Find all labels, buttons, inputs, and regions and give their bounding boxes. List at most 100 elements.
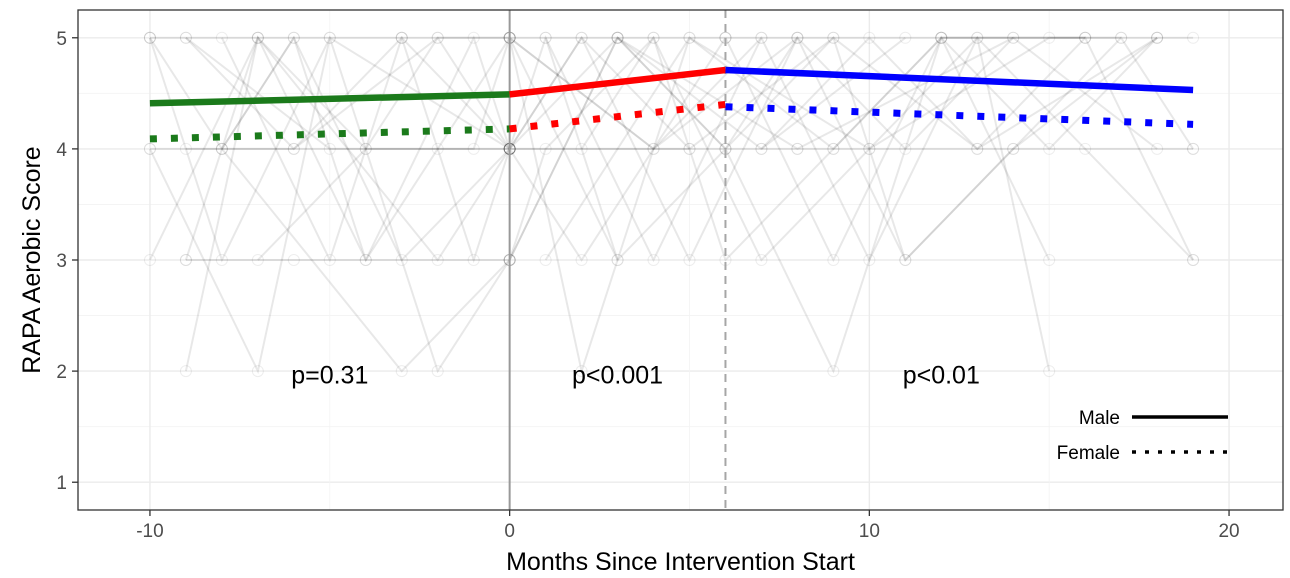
background-point	[1043, 254, 1056, 266]
background-point	[467, 31, 480, 44]
background-trajectory	[508, 35, 1158, 263]
series-line-female-post	[725, 103, 1194, 128]
background-point	[539, 31, 552, 44]
background-point	[827, 254, 840, 266]
background-point	[899, 142, 912, 155]
background-point	[1187, 142, 1200, 155]
background-point	[575, 31, 588, 44]
background-point	[215, 254, 228, 266]
background-point	[971, 31, 984, 44]
background-trajectory	[148, 35, 511, 374]
background-point	[143, 142, 156, 155]
background-trajectory	[221, 35, 691, 262]
background-point	[755, 142, 768, 155]
background-point	[791, 31, 804, 44]
background-point	[1007, 31, 1020, 44]
background-point	[143, 31, 156, 44]
background-point	[1187, 31, 1200, 44]
background-point	[539, 31, 552, 44]
background-point	[251, 365, 264, 378]
background-point	[899, 254, 912, 266]
background-point	[683, 254, 696, 266]
legend-label-male: Male	[1079, 408, 1120, 429]
p-value-annotation: p<0.001	[572, 361, 663, 389]
background-point	[1115, 31, 1128, 44]
background-point	[1007, 142, 1020, 155]
background-point	[1187, 254, 1200, 266]
legend: Male Female	[1057, 408, 1228, 464]
background-point	[791, 31, 804, 44]
background-point	[1079, 31, 1092, 44]
background-point	[647, 142, 660, 155]
y-tick-label: 3	[56, 251, 67, 272]
background-point	[683, 142, 696, 155]
background-point	[647, 142, 660, 155]
background-point	[359, 142, 372, 155]
background-point	[1007, 142, 1020, 155]
y-axis-title: RAPA Aerobic Score	[18, 146, 46, 373]
background-point	[827, 142, 840, 155]
series-line-female-pre	[149, 125, 510, 143]
background-point	[611, 31, 624, 44]
background-point	[683, 142, 696, 155]
background-point	[1043, 31, 1056, 44]
background-point	[215, 142, 228, 155]
background-point	[827, 142, 840, 155]
background-point	[827, 31, 840, 44]
background-point	[143, 254, 156, 266]
background-point	[431, 254, 444, 266]
background-trajectory	[616, 35, 1194, 262]
background-trajectory	[221, 36, 1014, 373]
background-point	[395, 31, 408, 44]
background-point	[143, 142, 156, 155]
background-point	[539, 142, 552, 155]
background-trajectory	[184, 35, 727, 372]
background-point	[971, 142, 984, 155]
background-point	[755, 31, 768, 44]
background-point	[971, 31, 984, 44]
y-tick-label: 5	[56, 29, 67, 50]
background-trajectory	[724, 36, 1158, 263]
x-tick-label: 0	[504, 521, 515, 542]
background-point	[215, 31, 228, 44]
background-trajectory	[508, 36, 1086, 375]
background-point	[935, 31, 948, 44]
background-trajectory	[544, 36, 1194, 261]
background-point	[683, 31, 696, 44]
background-point	[287, 254, 300, 266]
background-point	[395, 365, 408, 378]
background-point	[395, 31, 408, 44]
background-point	[215, 142, 228, 155]
background-point	[791, 31, 804, 44]
background-trajectory	[149, 36, 511, 375]
background-point	[575, 31, 588, 44]
background-point	[827, 365, 840, 378]
background-point	[647, 254, 660, 266]
background-point	[395, 254, 408, 266]
background-point	[467, 142, 480, 155]
background-point	[179, 31, 192, 44]
background-point	[431, 142, 444, 155]
background-point	[1187, 142, 1200, 155]
series-line-female-intervention	[509, 100, 726, 133]
background-trajectory	[149, 36, 510, 261]
background-point	[359, 254, 372, 266]
background-trajectory	[149, 35, 511, 263]
background-point	[575, 365, 588, 378]
background-trajectory	[544, 35, 1158, 262]
background-point	[251, 254, 264, 266]
background-point	[863, 254, 876, 266]
annotation-layer: p=0.31 p<0.001 p<0.01	[291, 361, 980, 389]
series-line-male-post	[725, 66, 1194, 94]
background-point	[395, 31, 408, 44]
background-point	[827, 31, 840, 44]
background-point	[287, 31, 300, 44]
background-point	[611, 254, 624, 266]
background-point	[755, 31, 768, 44]
background-point	[899, 254, 912, 266]
background-point	[431, 31, 444, 44]
grid-layer	[78, 10, 1283, 510]
axis-ticks: -10 0 10 20 1 2 3 4 5	[56, 29, 1239, 542]
